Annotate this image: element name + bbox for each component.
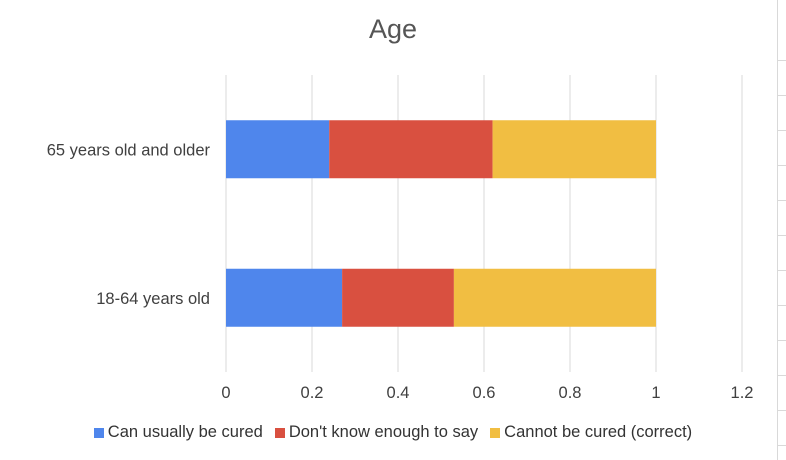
edge-gridline: [778, 410, 786, 411]
legend-label: Don't know enough to say: [288, 423, 479, 441]
bar-segment: [226, 268, 343, 327]
x-tick-label: 0.8: [559, 384, 582, 402]
x-tick-label: 1.2: [731, 384, 754, 402]
spreadsheet-edge: [777, 0, 786, 460]
edge-gridline: [778, 340, 786, 341]
legend-item-can-usually-be-cured: Can usually be cured: [93, 423, 263, 442]
edge-gridline: [778, 445, 786, 446]
legend-swatch: [274, 427, 285, 438]
edge-gridline: [778, 235, 786, 236]
edge-gridline: [778, 305, 786, 306]
bar-segment: [492, 120, 656, 179]
edge-gridline: [778, 200, 786, 201]
x-tick-label: 0.6: [473, 384, 496, 402]
x-tick-label: 0.2: [301, 384, 324, 402]
bar-segment: [342, 268, 454, 327]
x-tick-label: 0: [221, 384, 230, 402]
legend-item-dont-know-enough-to-say: Don't know enough to say: [274, 423, 479, 442]
bar-segment: [329, 120, 493, 179]
bar-segment: [226, 120, 330, 179]
legend-swatch: [490, 427, 501, 438]
category-label: 65 years old and older: [47, 141, 211, 159]
edge-gridline: [778, 375, 786, 376]
legend-item-cannot-be-cured: Cannot be cured (correct): [490, 423, 692, 442]
x-tick-label: 1: [651, 384, 660, 402]
edge-gridline: [778, 60, 786, 61]
edge-gridline: [778, 130, 786, 131]
bar-segment: [453, 268, 656, 327]
x-tick-label: 0.4: [387, 384, 410, 402]
edge-gridline: [778, 270, 786, 271]
legend: Can usually be cured Don't know enough t…: [0, 423, 786, 442]
legend-label: Can usually be cured: [107, 423, 263, 441]
edge-gridline: [778, 165, 786, 166]
legend-label: Cannot be cured (correct): [504, 423, 693, 441]
chart-title: Age: [368, 14, 418, 44]
legend-swatch: [93, 427, 104, 438]
category-label: 18-64 years old: [96, 290, 210, 308]
edge-gridline: [778, 95, 786, 96]
